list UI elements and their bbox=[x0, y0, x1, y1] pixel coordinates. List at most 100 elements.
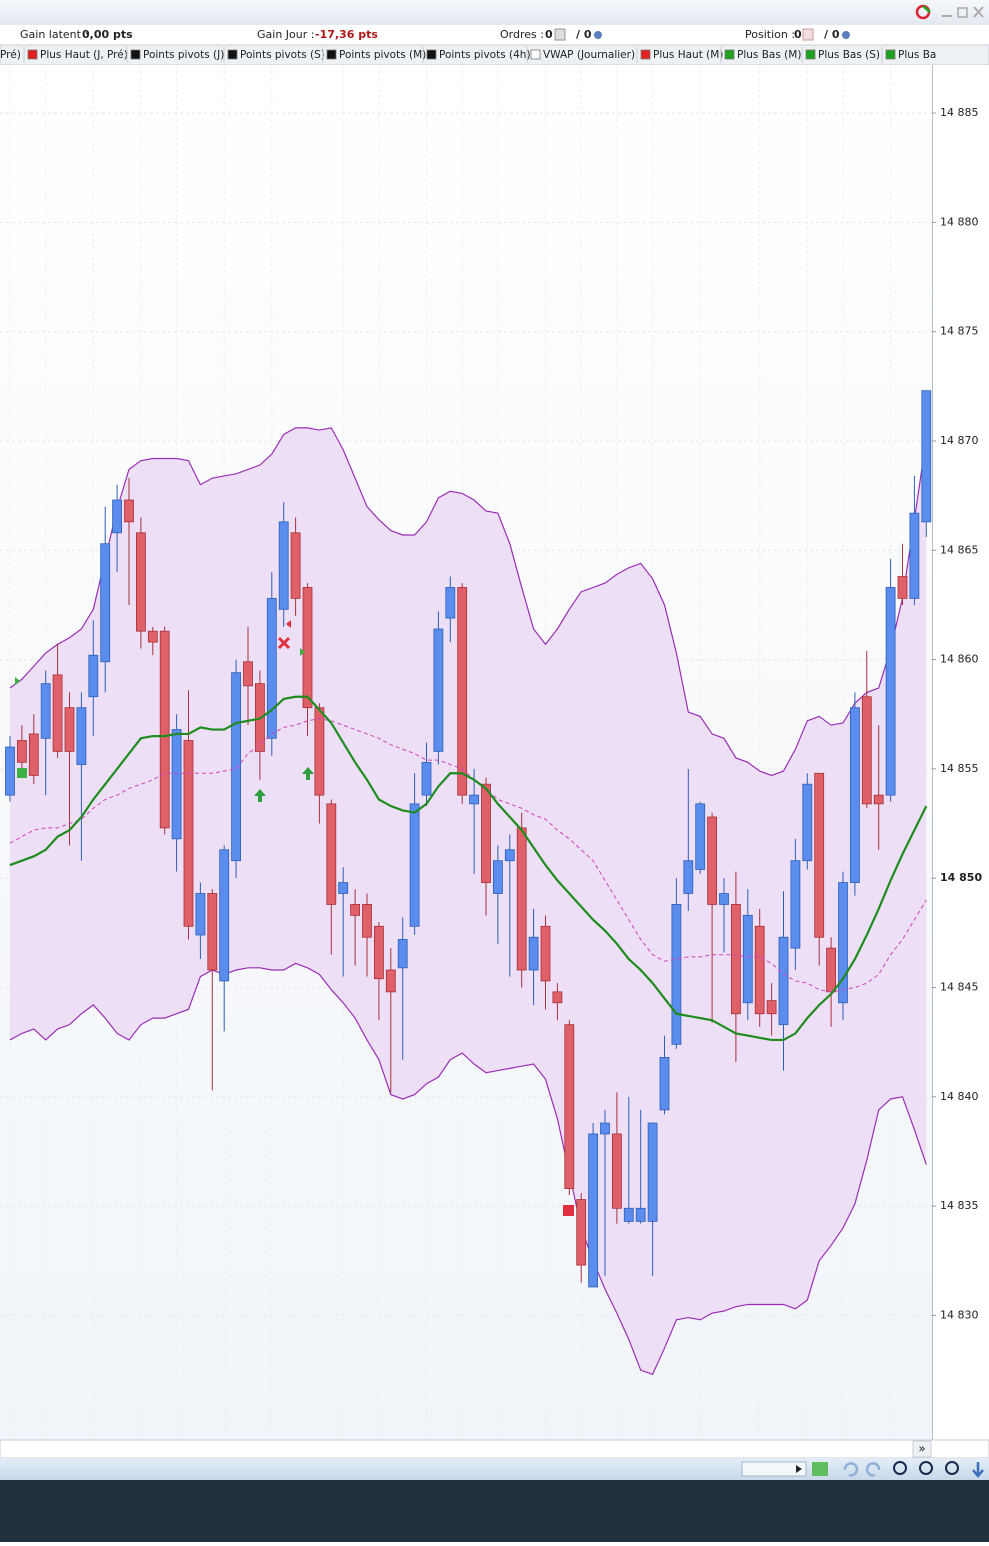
status-value: 0,00 pts bbox=[82, 28, 133, 41]
candle-body bbox=[219, 849, 230, 982]
scroll-thumb[interactable] bbox=[741, 1461, 807, 1477]
candle-body bbox=[362, 904, 372, 938]
candle-body bbox=[231, 672, 242, 862]
candle-body bbox=[171, 729, 182, 840]
download-icon[interactable] bbox=[972, 1462, 984, 1478]
legend-label: Points pivots (J) bbox=[143, 49, 224, 61]
legend-label: Points pivots (S) bbox=[240, 49, 325, 61]
y-tick-label: 14 855 bbox=[940, 762, 979, 775]
status-value: 0 bbox=[794, 28, 802, 41]
window-controls bbox=[915, 4, 984, 20]
candle-body bbox=[397, 939, 408, 969]
candle-body bbox=[88, 654, 99, 698]
candle-body bbox=[326, 803, 337, 905]
signal-square bbox=[17, 768, 27, 778]
y-tick-label: 14 835 bbox=[940, 1199, 979, 1212]
candle-body bbox=[528, 936, 539, 971]
scroll-end-button[interactable] bbox=[912, 1440, 932, 1458]
legend-label: Plus Ba bbox=[898, 49, 936, 61]
undo-icon[interactable] bbox=[843, 1462, 859, 1477]
candle-body bbox=[826, 947, 836, 993]
scrollbar bbox=[0, 1458, 989, 1480]
candle-body bbox=[409, 803, 420, 927]
signal-triangle bbox=[286, 620, 291, 628]
signal-cross bbox=[277, 636, 291, 650]
candle-body bbox=[373, 925, 384, 980]
restore[interactable] bbox=[957, 7, 968, 18]
status-value: / 0 bbox=[824, 28, 840, 41]
candle-body bbox=[421, 761, 432, 796]
legend-swatch bbox=[227, 49, 238, 60]
zoom-out-icon[interactable] bbox=[919, 1461, 933, 1475]
close[interactable] bbox=[973, 6, 984, 18]
status-label: Gain latent : bbox=[20, 28, 88, 41]
legend-label: Plus Bas (S) bbox=[818, 49, 880, 61]
zoom-in-icon[interactable] bbox=[945, 1461, 959, 1475]
refresh-icon-arrow bbox=[922, 5, 931, 13]
orders-icon[interactable] bbox=[554, 28, 566, 41]
scroll-end-icon: » bbox=[918, 1442, 925, 1456]
status-label: Ordres : bbox=[500, 28, 544, 41]
position-icon[interactable] bbox=[802, 28, 814, 41]
legend-swatch bbox=[640, 49, 651, 60]
legend-label: Points pivots (M) bbox=[339, 49, 426, 61]
settings-icon[interactable] bbox=[594, 31, 602, 39]
candle-body bbox=[314, 707, 325, 796]
chart-tools bbox=[812, 1461, 984, 1478]
legend-label: Plus Bas (M) bbox=[737, 49, 801, 61]
status-label: Position : bbox=[745, 28, 795, 41]
y-tick-label: 14 850 bbox=[940, 871, 982, 884]
candle-body bbox=[897, 576, 908, 599]
legend-swatch bbox=[426, 49, 437, 60]
scroll-arrow[interactable] bbox=[796, 1465, 802, 1473]
signal-markers bbox=[15, 620, 574, 1216]
status-texts: Gain latent : 0,00 pts Gain Jour : -17,3… bbox=[20, 28, 850, 41]
candle-body bbox=[719, 893, 729, 905]
candle-body bbox=[207, 893, 218, 971]
candle-body bbox=[183, 740, 194, 927]
candle-body bbox=[707, 816, 717, 905]
y-tick-label: 14 870 bbox=[940, 434, 979, 447]
legend-label: Pré) bbox=[0, 49, 21, 61]
price-axis bbox=[932, 65, 989, 1440]
zoom-fit-icon[interactable] bbox=[893, 1461, 907, 1475]
candle-body bbox=[909, 512, 920, 599]
legend-swatch bbox=[805, 49, 816, 60]
indicator-line bbox=[9, 695, 928, 1042]
candle-body bbox=[766, 1000, 777, 1015]
candle-body bbox=[147, 630, 158, 643]
candle-body bbox=[814, 772, 825, 938]
candle-body bbox=[5, 746, 15, 796]
candle-body bbox=[742, 914, 753, 1004]
band-fill bbox=[10, 427, 927, 1375]
taskbar bbox=[0, 1480, 989, 1542]
status-value: -17,36 pts bbox=[315, 28, 378, 41]
signal-square bbox=[563, 1205, 574, 1216]
candle-body bbox=[873, 794, 884, 805]
candle-body bbox=[243, 661, 253, 687]
tool-icon[interactable] bbox=[812, 1462, 828, 1476]
candle-body bbox=[338, 882, 349, 894]
candle-body bbox=[40, 683, 51, 739]
candle-body bbox=[516, 827, 527, 971]
candle-body bbox=[695, 803, 706, 870]
candle-body bbox=[778, 936, 789, 1026]
signal-triangle bbox=[15, 677, 20, 685]
y-tick-label: 14 840 bbox=[940, 1090, 979, 1103]
candle-body bbox=[552, 991, 563, 1004]
redo-icon[interactable] bbox=[865, 1462, 881, 1477]
candle-body bbox=[838, 882, 848, 1004]
y-tick-label: 14 865 bbox=[940, 543, 979, 556]
candle-body bbox=[754, 925, 765, 1015]
candle-body bbox=[588, 1133, 598, 1288]
status-value: / 0 bbox=[576, 28, 592, 41]
candle-body bbox=[921, 390, 932, 523]
candle-body bbox=[52, 674, 63, 752]
settings-icon[interactable] bbox=[842, 31, 850, 39]
candle-body bbox=[861, 696, 872, 805]
candle-body bbox=[28, 733, 39, 776]
legend-label: VWAP (Journalier) bbox=[543, 49, 635, 61]
plot bbox=[0, 65, 932, 1440]
